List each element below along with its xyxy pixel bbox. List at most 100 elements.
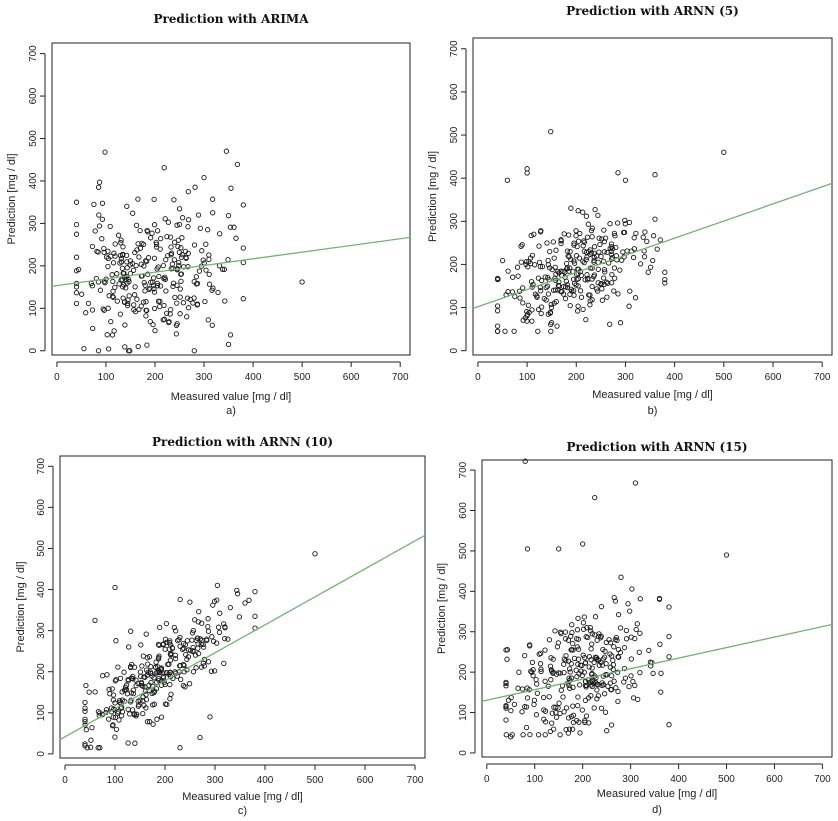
data-point <box>132 284 138 290</box>
data-point <box>225 636 231 642</box>
data-point <box>168 652 174 658</box>
x-tick-label: 600 <box>766 774 783 785</box>
data-point <box>621 665 628 672</box>
data-point <box>494 276 501 283</box>
data-point <box>581 614 587 620</box>
x-tick-label: 100 <box>526 774 543 785</box>
data-point <box>151 196 157 203</box>
data-point <box>571 240 577 246</box>
data-point <box>583 316 589 323</box>
data-point <box>181 264 187 270</box>
data-point <box>576 719 582 725</box>
data-point <box>499 257 506 264</box>
data-point <box>140 683 146 689</box>
y-axis-label: Prediction [mg / dl] <box>15 561 27 652</box>
data-point <box>569 726 576 732</box>
data-point <box>147 285 153 291</box>
data-point <box>603 639 609 646</box>
data-point <box>528 278 535 285</box>
data-point <box>527 731 533 738</box>
data-point <box>514 264 521 270</box>
data-point <box>650 257 656 264</box>
data-point <box>97 710 103 716</box>
data-point <box>139 663 145 669</box>
data-point <box>596 249 602 255</box>
data-point <box>138 680 145 687</box>
data-point <box>574 276 580 283</box>
data-point <box>184 295 191 301</box>
data-point <box>200 660 206 666</box>
data-point <box>628 673 634 679</box>
data-point <box>104 672 110 678</box>
data-point <box>240 202 246 208</box>
data-point <box>524 308 530 315</box>
data-point <box>591 244 598 250</box>
data-point <box>154 716 160 722</box>
data-point <box>83 310 89 316</box>
data-point <box>150 282 157 289</box>
data-point <box>566 658 572 664</box>
data-point <box>227 332 234 338</box>
data-point <box>571 292 577 298</box>
data-point <box>184 314 190 320</box>
data-point <box>611 288 617 294</box>
data-point <box>96 212 102 218</box>
data-point <box>503 702 509 709</box>
data-point <box>189 637 195 643</box>
data-point <box>206 281 213 287</box>
data-point <box>234 587 240 594</box>
data-point <box>519 242 525 248</box>
data-point <box>252 588 258 595</box>
data-point <box>119 265 126 271</box>
data-point <box>143 692 149 698</box>
data-point <box>568 256 574 263</box>
data-point <box>171 257 178 263</box>
data-point <box>602 269 608 275</box>
y-tick-label: 400 <box>458 583 469 600</box>
data-point <box>580 243 586 249</box>
data-point <box>161 165 167 171</box>
data-point <box>82 705 88 711</box>
x-tick-label: 500 <box>307 775 324 786</box>
data-point <box>121 669 127 675</box>
data-point <box>113 638 119 644</box>
data-point <box>623 636 630 642</box>
data-point <box>580 306 586 313</box>
data-point <box>621 229 628 236</box>
data-point <box>617 625 624 631</box>
data-point <box>112 734 118 740</box>
y-tick-label: 400 <box>36 581 47 598</box>
data-point <box>193 281 200 287</box>
data-point <box>201 174 207 181</box>
data-point <box>163 620 170 627</box>
data-point <box>163 257 169 263</box>
data-point <box>586 720 592 726</box>
data-point <box>155 298 162 305</box>
y-tick-label: 500 <box>458 542 469 559</box>
data-point <box>172 669 178 675</box>
data-point <box>164 233 170 240</box>
data-point <box>153 241 160 247</box>
y-tick-label: 400 <box>28 172 39 189</box>
data-point <box>574 308 581 314</box>
data-point <box>654 246 660 252</box>
data-point <box>123 285 129 291</box>
data-point <box>548 677 554 683</box>
data-point <box>564 265 571 271</box>
data-point <box>117 311 124 317</box>
data-point <box>567 669 573 675</box>
data-point <box>589 283 595 290</box>
data-point <box>99 673 106 679</box>
x-tick-label: 100 <box>107 775 124 786</box>
data-point <box>118 277 124 283</box>
data-point <box>592 206 598 213</box>
data-point <box>110 278 116 285</box>
data-point <box>147 235 154 241</box>
data-point <box>577 230 583 237</box>
data-point <box>550 656 556 662</box>
data-point <box>614 257 620 263</box>
data-point <box>161 302 167 309</box>
x-tick-label: 600 <box>765 372 782 383</box>
data-point <box>86 689 92 695</box>
data-point <box>187 599 193 605</box>
